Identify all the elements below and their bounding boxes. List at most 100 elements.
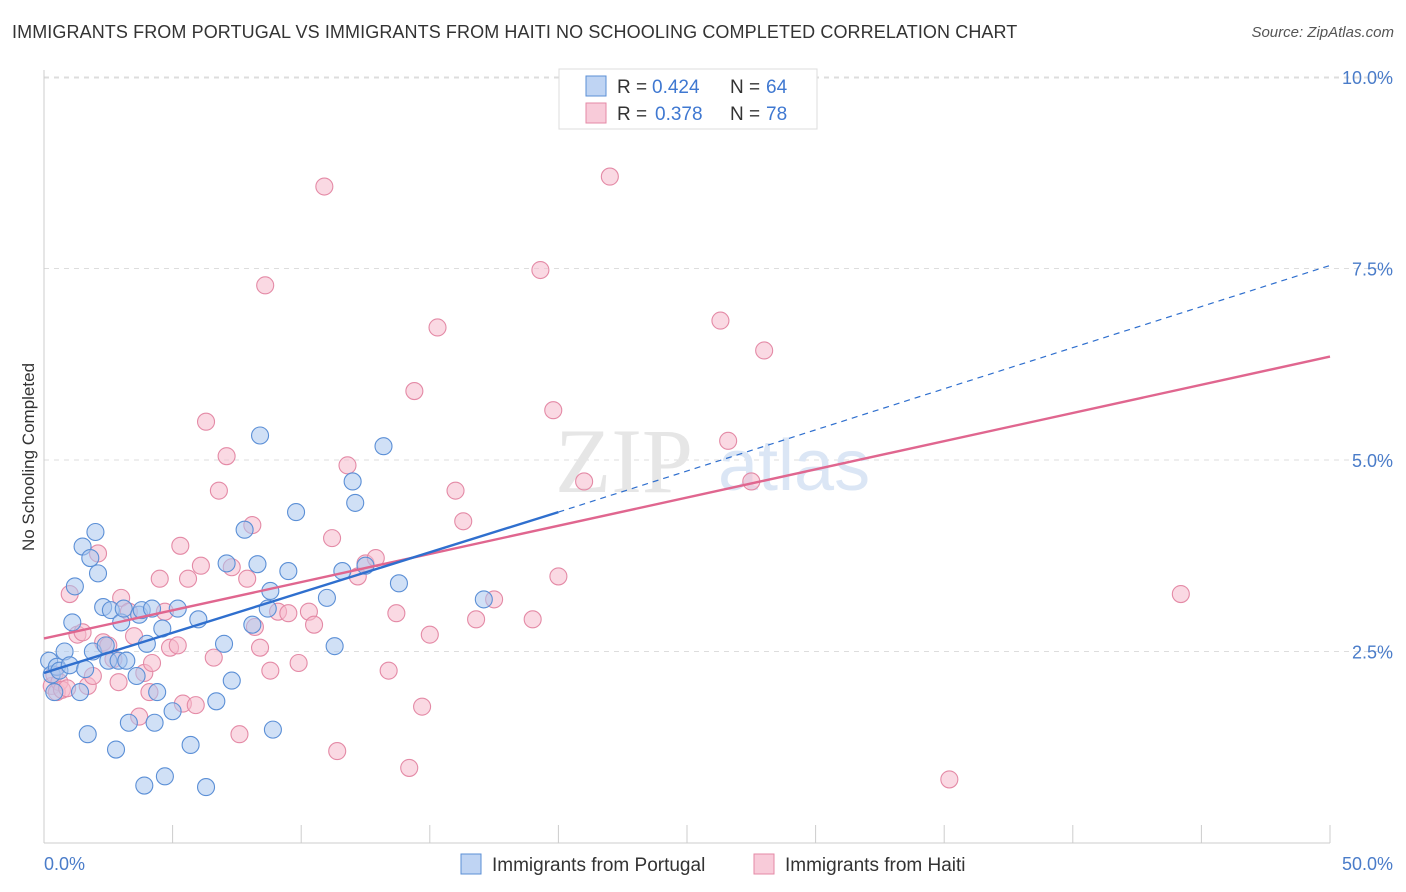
haiti-point [323, 529, 342, 548]
portugal-point [243, 615, 262, 634]
grid-lines [44, 76, 1393, 652]
y-axis-label: No Schooling Completed [19, 363, 38, 551]
x-tick-label-min: 0.0% [44, 854, 85, 874]
portugal-point [63, 613, 82, 632]
haiti-point [315, 177, 334, 196]
portugal-point [389, 574, 408, 593]
legend-swatch-haiti [585, 102, 607, 124]
watermark: ZIP atlas [555, 410, 870, 512]
portugal-point [106, 740, 126, 759]
portugal-point [248, 555, 267, 574]
portugal-point [114, 599, 133, 618]
watermark-zip: ZIP [555, 410, 693, 512]
haiti-point [531, 260, 550, 280]
portugal-points [40, 426, 493, 797]
portugal-point [127, 666, 146, 686]
portugal-point [474, 590, 493, 609]
portugal-point [145, 713, 164, 732]
haiti-point [575, 472, 594, 491]
portugal-point [317, 588, 336, 607]
legend-r-label-1: R = [617, 77, 647, 98]
portugal-trend-line [43, 510, 559, 675]
portugal-point [279, 562, 298, 581]
portugal-trend-extension [558, 264, 1331, 513]
haiti-point [387, 604, 406, 623]
y-tick-label: 5.0% [1352, 451, 1393, 471]
haiti-point [467, 610, 486, 629]
haiti-point [191, 556, 210, 575]
haiti-point [289, 653, 308, 673]
haiti-point [168, 636, 187, 655]
haiti-point [230, 725, 249, 744]
portugal-point [287, 503, 306, 522]
watermark-atlas: atlas [718, 426, 870, 506]
haiti-point [405, 382, 424, 401]
portugal-point [135, 776, 154, 795]
legend-r-value-1: 0.424 [652, 77, 700, 98]
legend-r-value-2: 0.378 [655, 104, 703, 125]
portugal-point [117, 651, 136, 670]
haiti-point [544, 401, 563, 420]
portugal-point [343, 472, 362, 491]
portugal-point [222, 671, 241, 690]
portugal-point [263, 720, 282, 739]
haiti-point [204, 648, 223, 667]
series-label-haiti: Immigrants from Haiti [785, 855, 966, 876]
legend-r-label-2: R = [617, 104, 647, 125]
haiti-point [600, 167, 619, 186]
chart-title: IMMIGRANTS FROM PORTUGAL VS IMMIGRANTS F… [12, 22, 1018, 42]
stats-legend: R = 0.424 N = 64 R = 0.378 N = 78 [558, 68, 818, 130]
portugal-point [88, 564, 108, 583]
series-label-portugal: Immigrants from Portugal [492, 855, 705, 876]
haiti-point [196, 412, 216, 431]
portugal-point [45, 683, 64, 702]
series-swatch-haiti [753, 853, 775, 875]
haiti-point [454, 512, 473, 531]
portugal-point [78, 725, 97, 744]
legend-n-label-1: N = [730, 77, 760, 98]
portugal-point [86, 522, 105, 542]
haiti-point [217, 447, 236, 466]
source-credit: Source: ZipAtlas.com [1251, 24, 1394, 41]
haiti-point [142, 653, 162, 673]
portugal-point [81, 548, 100, 568]
haiti-point [328, 742, 347, 761]
haiti-point [186, 696, 205, 715]
haiti-point [250, 638, 270, 657]
x-tick-label-max: 50.0% [1342, 854, 1393, 874]
y-tick-label: 10.0% [1342, 68, 1393, 88]
portugal-point [207, 692, 226, 711]
portugal-point [374, 437, 393, 456]
trend-lines [43, 264, 1331, 675]
haiti-point [171, 536, 190, 555]
legend-n-value-1: 64 [766, 77, 788, 98]
haiti-point [413, 697, 432, 716]
haiti-point [446, 481, 465, 500]
haiti-point [209, 481, 228, 500]
haiti-point [1171, 584, 1190, 604]
haiti-point [711, 311, 730, 330]
haiti-point [109, 673, 128, 692]
haiti-point [755, 341, 774, 360]
portugal-point [119, 713, 138, 732]
haiti-point [940, 770, 959, 789]
y-tick-label: 7.5% [1352, 260, 1393, 280]
haiti-point [338, 456, 357, 475]
series-legend: Immigrants from Portugal Immigrants from… [460, 853, 966, 876]
haiti-point [379, 661, 398, 680]
haiti-point [150, 569, 169, 588]
haiti-point [279, 604, 298, 623]
haiti-point [428, 318, 447, 337]
series-swatch-portugal [460, 853, 482, 875]
y-tick-label: 2.5% [1352, 643, 1393, 663]
portugal-point [181, 735, 200, 755]
x-ticks [43, 825, 1331, 843]
haiti-point [523, 610, 542, 629]
haiti-point [549, 567, 568, 586]
portugal-point [217, 554, 236, 573]
haiti-trend-line [43, 355, 1331, 640]
portugal-point [148, 683, 167, 702]
haiti-point [400, 758, 419, 777]
portugal-point [346, 493, 365, 512]
